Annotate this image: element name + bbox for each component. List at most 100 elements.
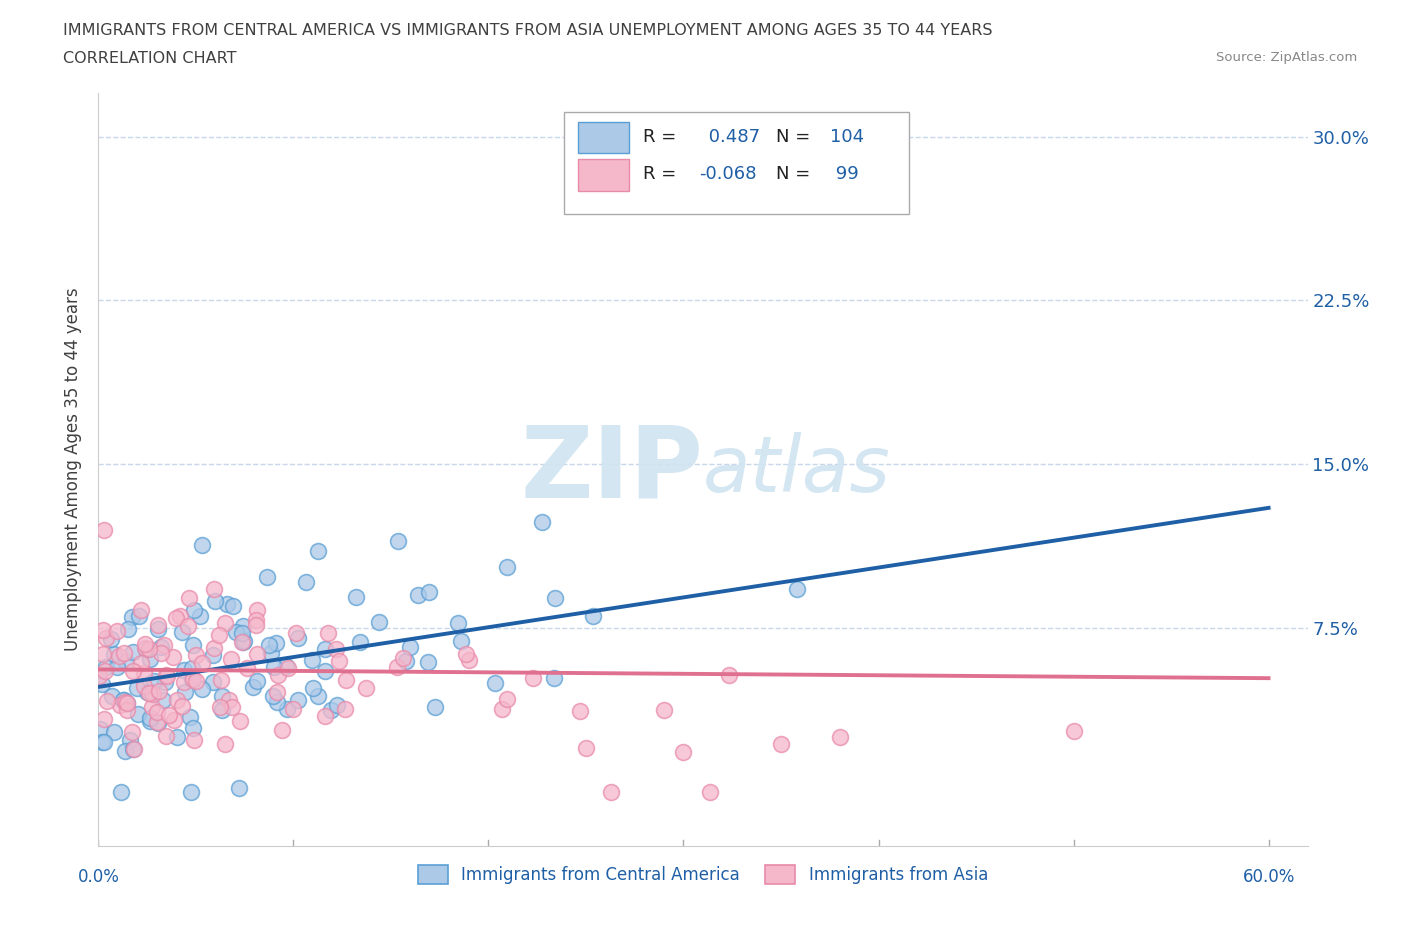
- Point: [326, 698, 349, 712]
- Point: [242, 680, 264, 695]
- Point: [115, 655, 138, 670]
- Text: Source: ZipAtlas.com: Source: ZipAtlas.com: [1216, 51, 1357, 64]
- Point: [456, 646, 478, 661]
- Point: [522, 671, 544, 685]
- Point: [153, 675, 176, 690]
- Point: [96, 631, 118, 645]
- Point: [110, 784, 132, 799]
- Point: [181, 721, 204, 736]
- Point: [335, 673, 357, 688]
- Point: [101, 688, 124, 703]
- Point: [146, 714, 169, 729]
- Point: [418, 585, 440, 600]
- Point: [118, 733, 141, 748]
- Text: 0.487: 0.487: [703, 127, 761, 146]
- Point: [190, 656, 212, 671]
- Point: [127, 707, 149, 722]
- Point: [155, 668, 177, 683]
- Point: [138, 686, 160, 701]
- Point: [112, 692, 135, 707]
- Point: [110, 698, 132, 712]
- Point: [183, 603, 205, 618]
- Point: [209, 672, 232, 687]
- Point: [129, 603, 152, 618]
- Point: [575, 740, 598, 755]
- Point: [129, 656, 152, 671]
- Point: [181, 671, 204, 686]
- Text: atlas: atlas: [703, 432, 891, 508]
- Point: [152, 693, 174, 708]
- Point: [91, 646, 114, 661]
- Point: [423, 699, 446, 714]
- Point: [121, 609, 143, 624]
- Point: [94, 664, 117, 679]
- Point: [266, 695, 288, 710]
- Point: [786, 581, 808, 596]
- Point: [225, 625, 247, 640]
- Point: [344, 590, 367, 604]
- Point: [183, 733, 205, 748]
- Point: [307, 544, 329, 559]
- Point: [544, 591, 567, 605]
- Point: [266, 685, 288, 700]
- Point: [281, 701, 304, 716]
- Point: [496, 560, 519, 575]
- Point: [115, 702, 138, 717]
- Point: [531, 515, 554, 530]
- Text: 0.0%: 0.0%: [77, 868, 120, 886]
- Point: [263, 660, 285, 675]
- Point: [180, 784, 202, 799]
- Point: [191, 538, 214, 552]
- Point: [135, 684, 157, 699]
- Point: [135, 642, 157, 657]
- Point: [208, 700, 231, 715]
- Point: [218, 692, 240, 707]
- Point: [204, 594, 226, 609]
- Point: [219, 652, 242, 667]
- Point: [349, 635, 371, 650]
- Point: [173, 684, 195, 699]
- Point: [122, 644, 145, 659]
- Point: [406, 588, 429, 603]
- Text: -0.068: -0.068: [699, 166, 756, 183]
- Text: N =: N =: [776, 166, 810, 183]
- Point: [246, 603, 269, 618]
- Point: [214, 737, 236, 751]
- Point: [157, 707, 180, 722]
- Point: [93, 623, 115, 638]
- Point: [181, 638, 204, 653]
- Point: [114, 695, 136, 710]
- Point: [114, 743, 136, 758]
- Point: [180, 660, 202, 675]
- Point: [314, 642, 336, 657]
- Point: [256, 570, 278, 585]
- Point: [96, 694, 118, 709]
- Point: [321, 703, 343, 718]
- Point: [190, 609, 212, 624]
- Point: [654, 702, 676, 717]
- Point: [302, 681, 325, 696]
- Point: [211, 702, 233, 717]
- Point: [232, 618, 254, 633]
- Text: 99: 99: [830, 166, 859, 183]
- Point: [148, 683, 170, 698]
- Point: [170, 698, 193, 713]
- Point: [314, 709, 336, 724]
- FancyBboxPatch shape: [578, 159, 630, 191]
- Point: [491, 701, 513, 716]
- Point: [146, 618, 169, 632]
- Point: [146, 621, 169, 636]
- Point: [169, 608, 191, 623]
- FancyBboxPatch shape: [564, 112, 908, 214]
- Point: [314, 664, 336, 679]
- Point: [260, 645, 283, 660]
- Point: [150, 645, 173, 660]
- Point: [91, 677, 114, 692]
- Point: [333, 701, 356, 716]
- Point: [277, 660, 299, 675]
- Point: [568, 704, 591, 719]
- Point: [138, 711, 160, 725]
- Point: [1063, 724, 1085, 738]
- Point: [128, 608, 150, 623]
- Point: [122, 741, 145, 756]
